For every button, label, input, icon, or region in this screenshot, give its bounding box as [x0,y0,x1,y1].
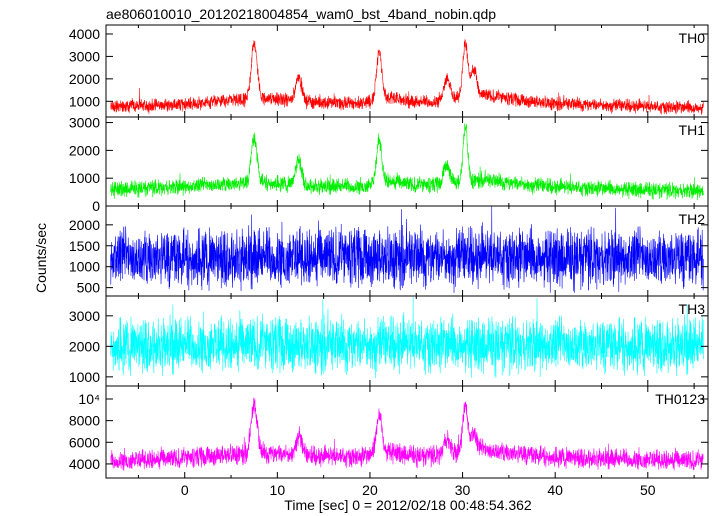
y-tick-label: 3000 [69,48,100,64]
panel-label-th0123: TH0123 [655,391,705,407]
series-line-th0123 [110,397,704,471]
panel-label-th3: TH3 [679,301,706,317]
x-tick-label: 30 [455,482,471,498]
y-tick-label: 1000 [69,93,100,109]
y-tick-label: 4000 [69,26,100,42]
y-tick-label: 1500 [69,238,100,254]
panel-th2: 500 1000 1500 2000 TH2 [69,205,709,297]
chart-title: ae806010010_20120218004854_wam0_bst_4ban… [106,6,496,22]
panel-th3: 1000 2000 3000 TH3 [69,295,709,387]
series-line-th2 [110,206,704,294]
y-tick-label: 0 [92,198,100,214]
x-tick-label: 40 [547,482,563,498]
y-tick-label: 3000 [69,308,100,324]
x-tick-label: 0 [181,482,189,498]
series-line-th0 [110,38,704,115]
series-line-th1 [110,123,704,201]
panel-th0: 1000 2000 3000 4000 TH0 [69,24,709,118]
y-tick-label: 2000 [69,338,100,354]
panel-label-th0: TH0 [679,30,706,46]
x-tick-label: 10 [270,482,286,498]
y-axis-label: Counts/sec [33,223,49,293]
y-tick-label: 1000 [69,170,100,186]
y-tick-label: 8000 [69,413,100,429]
y-tick-label: 3000 [69,115,100,131]
y-tick-label: 10⁴ [78,391,100,407]
series-line-th3 [110,296,704,379]
y-tick-label: 1000 [69,259,100,275]
panel-label-th2: TH2 [679,211,706,227]
y-tick-label: 2000 [69,71,100,87]
y-tick-label: 4000 [69,456,100,472]
y-tick-label: 2000 [69,142,100,158]
y-tick-label: 500 [77,280,101,296]
y-tick-label: 2000 [69,217,100,233]
y-tick-label: 6000 [69,434,100,450]
panel-th1: 0 1000 2000 3000 TH1 [69,115,709,214]
x-axis-label: Time [sec] 0 = 2012/02/18 00:48:54.362 [284,497,532,513]
y-tick-label: 1000 [69,369,100,385]
x-tick-label: 20 [362,482,378,498]
panel-th0123: 4000 6000 8000 10⁴ TH0123 [69,385,709,479]
panel-frame [105,385,709,479]
x-tick-label: 50 [640,482,656,498]
panel-label-th1: TH1 [679,122,706,138]
